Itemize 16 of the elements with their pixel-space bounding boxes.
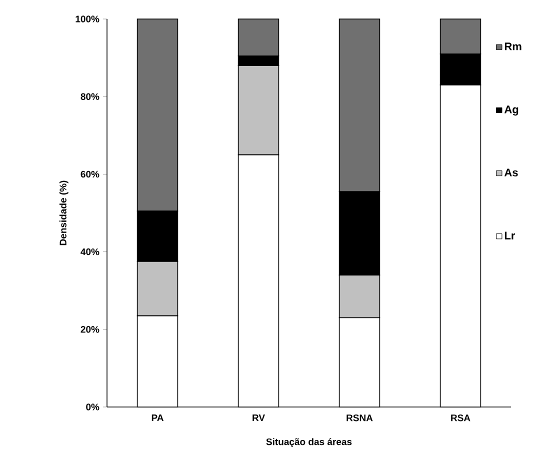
legend-label: Rm bbox=[504, 42, 522, 50]
legend-label: Ag bbox=[504, 106, 518, 116]
y-tick-label: 20% bbox=[80, 326, 100, 333]
x-tick-label: PA bbox=[152, 414, 164, 422]
y-axis-title: Densidade (%) bbox=[59, 180, 68, 246]
x-tick-label: RSNA bbox=[346, 414, 373, 422]
y-tick-label: 100% bbox=[76, 16, 100, 22]
y-tick-label: 0% bbox=[86, 404, 100, 410]
x-tick-label: RV bbox=[252, 414, 265, 422]
legend-label: As bbox=[504, 168, 518, 176]
y-tick-label: 40% bbox=[80, 248, 100, 256]
x-axis-title: Situação das áreas bbox=[266, 438, 352, 448]
y-tick-label: 80% bbox=[80, 93, 100, 100]
x-tick-label: RSA bbox=[451, 414, 470, 422]
y-tick-label: 60% bbox=[80, 170, 100, 178]
legend-label: Lr bbox=[504, 232, 516, 240]
